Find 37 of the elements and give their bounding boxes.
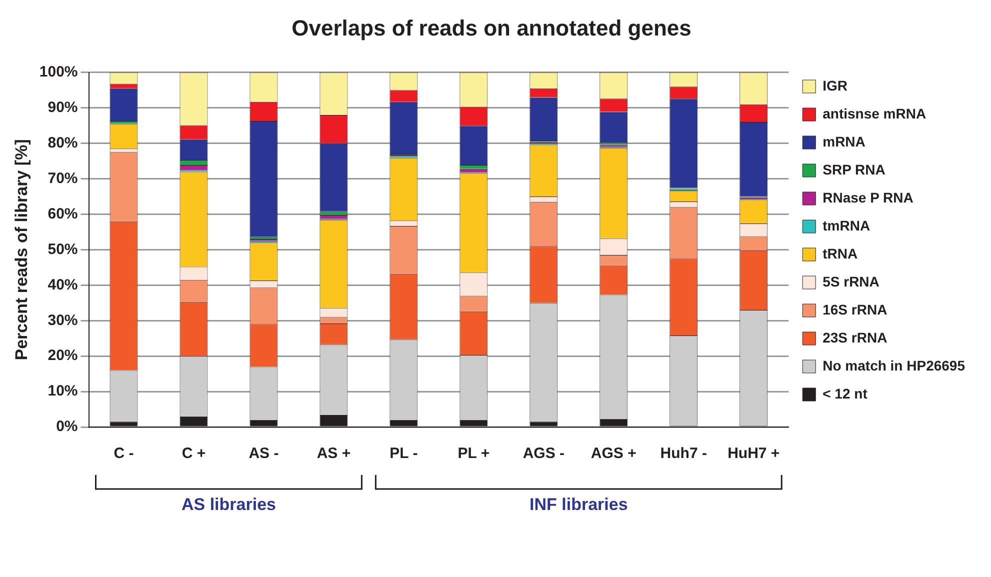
legend-label: SRP RNA [822, 161, 886, 178]
y-tick-label: 40% [48, 276, 78, 294]
y-tick-label: 50% [48, 240, 78, 258]
legend-label: No match in HP26695 [822, 357, 966, 374]
x-tick-label: AS - [248, 445, 279, 462]
legend-label: 16S rRNA [822, 301, 888, 318]
y-tick-label: 0% [56, 418, 78, 436]
y-tick-label: 60% [48, 205, 78, 222]
text: AS libraries [181, 495, 276, 514]
legend-label: 5S rRNA [822, 273, 880, 290]
x-tick-label: PL + [458, 445, 490, 462]
chart-title: Overlaps of reads on annotated genes [292, 15, 692, 40]
x-tick-label: C + [182, 445, 206, 462]
x-tick-label: AS + [316, 445, 351, 462]
legend-label: < 12 nt [822, 385, 868, 402]
legend-label: RNase P RNA [822, 189, 914, 206]
y-tick-label: 20% [48, 347, 78, 364]
legend-label: tRNA [822, 245, 858, 262]
x-tick-label: PL - [390, 445, 418, 462]
y-tick-label: 100% [39, 64, 78, 81]
x-tick-label: Huh7 - [660, 445, 707, 462]
text: INF libraries [530, 495, 628, 514]
legend-label: mRNA [822, 133, 866, 150]
x-tick-label: HuH7 + [728, 445, 780, 462]
y-tick-label: 70% [48, 170, 78, 187]
y-axis-title: Percent reads of library [%] [12, 139, 31, 360]
legend-label: antisnse mRNA [822, 105, 926, 122]
y-tick-label: 30% [48, 312, 78, 329]
y-tick-label: 90% [48, 99, 78, 116]
x-tick-label: C - [114, 445, 134, 462]
y-tick-label: 80% [48, 134, 78, 152]
y-tick-label: 10% [48, 382, 78, 400]
legend-label: tmRNA [822, 217, 870, 234]
x-tick-label: AGS + [590, 445, 637, 462]
x-tick-label: AGS - [522, 445, 565, 462]
legend-label: 23S rRNA [822, 329, 888, 346]
legend-label: IGR [822, 77, 848, 94]
